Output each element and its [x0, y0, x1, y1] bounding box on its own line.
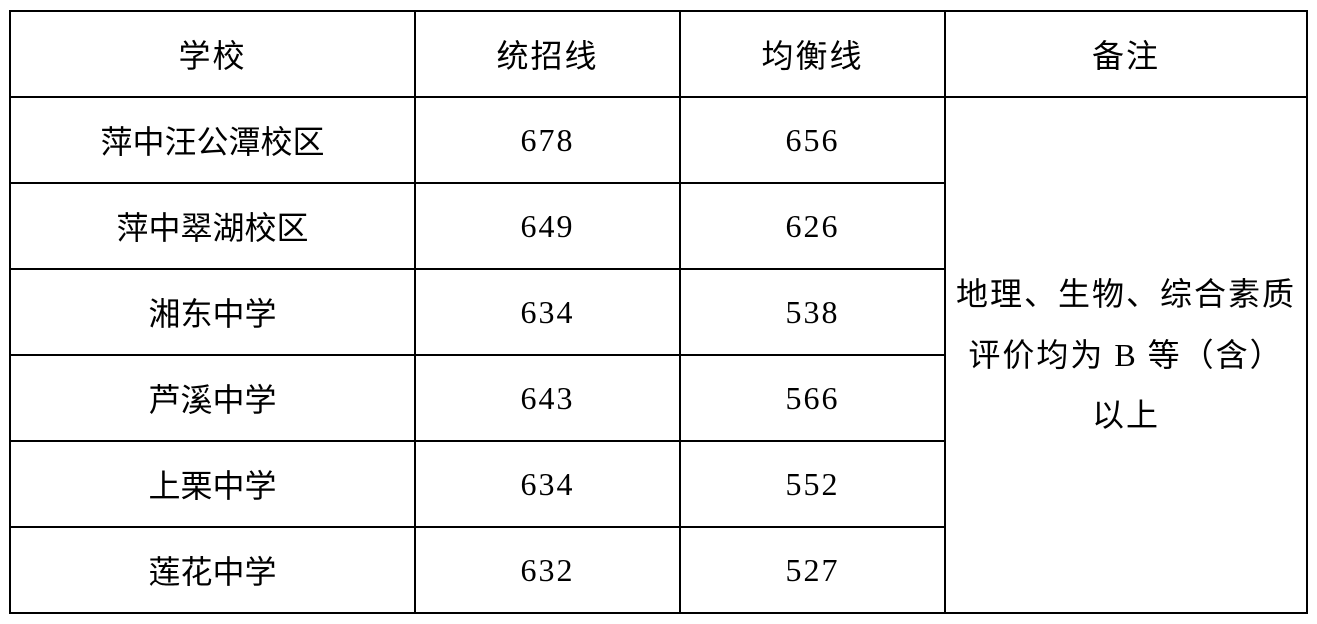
cell-unified: 649 [415, 183, 680, 269]
cell-balanced: 527 [680, 527, 945, 613]
header-unified-line: 统招线 [415, 11, 680, 97]
table-header-row: 学校 统招线 均衡线 备注 [10, 11, 1307, 97]
cell-unified: 643 [415, 355, 680, 441]
cell-unified: 634 [415, 441, 680, 527]
cell-school: 上栗中学 [10, 441, 415, 527]
cell-unified: 678 [415, 97, 680, 183]
cell-remark: 地理、生物、综合素质评价均为 B 等（含）以上 [945, 97, 1307, 613]
admission-scores-table: 学校 统招线 均衡线 备注 萍中汪公潭校区 678 656 地理、生物、综合素质… [9, 10, 1308, 614]
cell-school: 萍中翠湖校区 [10, 183, 415, 269]
cell-balanced: 538 [680, 269, 945, 355]
cell-unified: 632 [415, 527, 680, 613]
cell-balanced: 656 [680, 97, 945, 183]
cell-school: 莲花中学 [10, 527, 415, 613]
header-school: 学校 [10, 11, 415, 97]
cell-school: 湘东中学 [10, 269, 415, 355]
cell-school: 萍中汪公潭校区 [10, 97, 415, 183]
table-row: 萍中汪公潭校区 678 656 地理、生物、综合素质评价均为 B 等（含）以上 [10, 97, 1307, 183]
cell-school: 芦溪中学 [10, 355, 415, 441]
cell-unified: 634 [415, 269, 680, 355]
cell-balanced: 552 [680, 441, 945, 527]
header-remark: 备注 [945, 11, 1307, 97]
cell-balanced: 566 [680, 355, 945, 441]
cell-balanced: 626 [680, 183, 945, 269]
header-balanced-line: 均衡线 [680, 11, 945, 97]
